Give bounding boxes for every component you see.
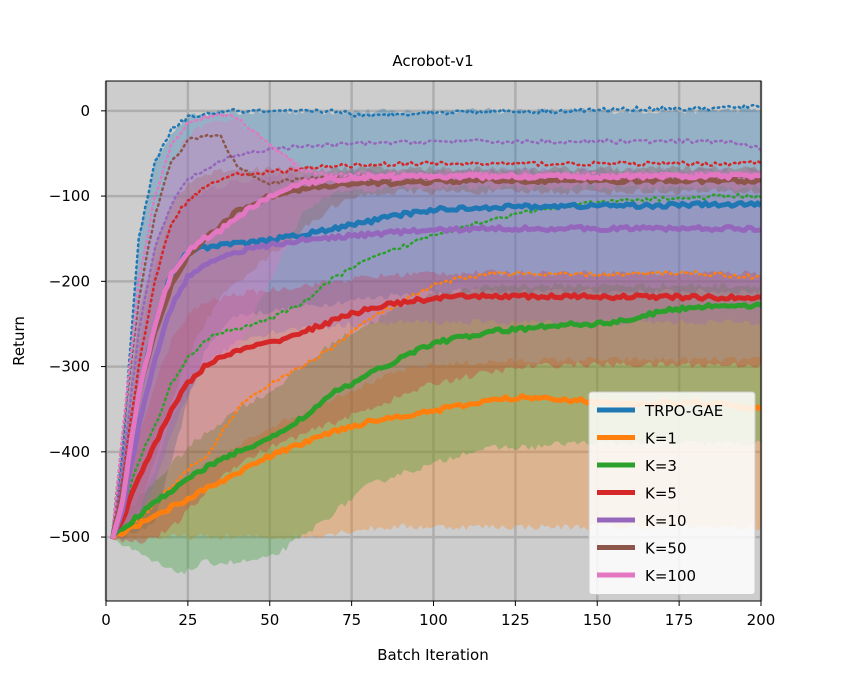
mean-lines <box>110 171 761 541</box>
x-tick-label: 150 <box>583 611 612 629</box>
max-line-series-3 <box>111 159 761 536</box>
legend-label: K=100 <box>645 567 696 585</box>
legend-label: TRPO-GAE <box>644 402 723 420</box>
x-tick-label: 25 <box>178 611 197 629</box>
mean-line-series-2 <box>110 301 761 538</box>
y-tick-label: −400 <box>49 443 90 461</box>
x-tick-label: 100 <box>419 611 448 629</box>
mean-line-series-6 <box>110 171 761 540</box>
x-tick-label: 75 <box>342 611 361 629</box>
band-series-6 <box>112 117 761 540</box>
y-tick-label: 0 <box>80 102 90 120</box>
shaded-bands <box>112 106 761 575</box>
max-line-series-4 <box>111 137 761 534</box>
legend-label: K=10 <box>645 512 687 530</box>
band-series-0 <box>112 106 761 539</box>
y-tick-label: −200 <box>49 272 90 290</box>
x-tick-label: 200 <box>747 611 776 629</box>
band-series-2 <box>112 282 761 575</box>
y-tick-label: −500 <box>49 528 90 546</box>
y-axis-ticks: 0 −100 −200 −300 −400 −500 <box>49 102 106 546</box>
x-tick-label: 0 <box>101 611 111 629</box>
mean-line-series-4 <box>110 223 761 539</box>
legend-label: K=3 <box>645 457 677 475</box>
legend-label: K=50 <box>645 540 687 558</box>
mean-line-series-0 <box>110 200 761 537</box>
x-axis-ticks: 0 25 50 75 100 125 150 175 200 <box>101 601 775 629</box>
band-series-3 <box>112 269 761 544</box>
legend: TRPO-GAE K=1 K=3 K=5 K=10 K=50 K=100 <box>588 391 756 595</box>
legend-label: K=1 <box>645 430 677 448</box>
x-axis-label: Batch Iteration <box>377 646 489 664</box>
max-line-series-2 <box>111 192 761 534</box>
legend-box <box>588 391 756 595</box>
y-tick-label: −300 <box>49 358 90 376</box>
mean-line-series-3 <box>110 292 761 539</box>
mean-line-series-5 <box>110 176 761 540</box>
band-series-4 <box>112 167 761 536</box>
chart-title: Acrobot-v1 <box>392 52 473 70</box>
y-tick-label: −100 <box>49 187 90 205</box>
max-line-series-1 <box>111 269 761 535</box>
band-series-5 <box>112 165 761 541</box>
x-tick-label: 50 <box>260 611 279 629</box>
max-line-series-0 <box>111 103 761 533</box>
y-axis-label: Return <box>10 316 28 366</box>
legend-label: K=5 <box>645 485 677 503</box>
x-tick-label: 175 <box>665 611 694 629</box>
x-tick-label: 125 <box>501 611 530 629</box>
